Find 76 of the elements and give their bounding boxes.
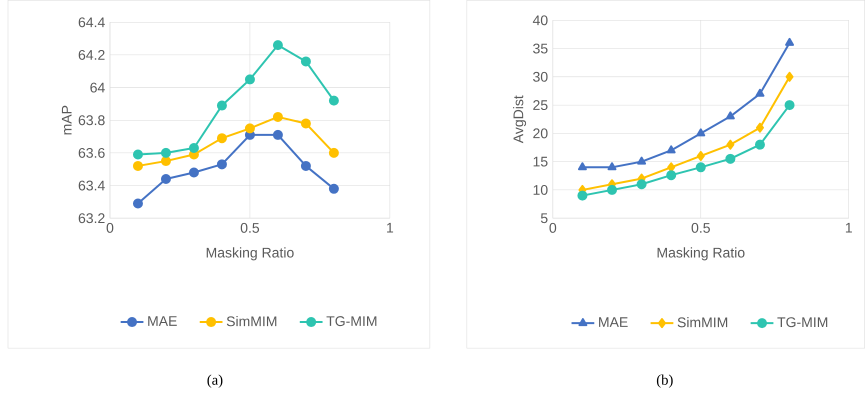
point (608, 162, 616, 170)
point (636, 179, 647, 190)
point (696, 162, 706, 172)
point (216, 159, 227, 170)
point (637, 156, 646, 165)
text: (b) (656, 374, 673, 388)
point (784, 100, 795, 110)
x-tick-label: 0 (106, 222, 114, 233)
y-tick-label: 10 (534, 184, 548, 195)
x-axis-title: Masking Ratio (658, 247, 745, 260)
x-axis-title: Masking Ratio (206, 247, 294, 260)
x-tick-label: 0.5 (240, 222, 260, 233)
legend-label: MAE (148, 316, 177, 326)
point (726, 111, 735, 120)
point (272, 130, 283, 140)
x-tick-label: 0.5 (692, 222, 710, 233)
point (188, 167, 199, 178)
point (577, 190, 588, 201)
point (328, 148, 339, 158)
legend-label: TG-MIM (326, 316, 376, 326)
point (785, 38, 794, 46)
point (216, 133, 227, 144)
y-tick-label: 15 (534, 156, 548, 166)
point (696, 128, 706, 136)
y-tick-label: 40 (532, 15, 548, 26)
text: (a) (207, 374, 222, 388)
y-tick-label: 20 (533, 128, 548, 138)
point (725, 154, 736, 164)
point (160, 148, 171, 158)
x-tick-label: 1 (846, 222, 852, 232)
point (300, 118, 311, 128)
point (160, 156, 171, 166)
y-tick-label: 63.4 (78, 180, 105, 190)
point (132, 149, 143, 160)
y-tick-label: 63.6 (78, 148, 105, 158)
point (132, 160, 143, 171)
point (607, 184, 618, 195)
y-tick-label: 30 (533, 72, 548, 82)
y-tick-label: 5 (540, 213, 548, 224)
y-tick-label: 35 (533, 44, 548, 54)
y-tick-label: 63.2 (78, 213, 105, 224)
y-tick-label: 63.8 (78, 115, 105, 126)
x-tick-label: 0 (549, 222, 556, 233)
point (272, 112, 283, 122)
y-tick-label: 64.4 (78, 17, 105, 28)
point (300, 56, 311, 66)
point (666, 145, 676, 154)
point (272, 40, 283, 50)
point (578, 162, 587, 170)
x-tick-label: 1 (387, 222, 394, 232)
point (244, 123, 255, 134)
point (754, 140, 765, 150)
point (726, 140, 734, 150)
point (328, 96, 339, 106)
point (216, 100, 227, 110)
point (300, 160, 311, 171)
y-tick-label: 64.2 (78, 50, 105, 60)
point (132, 198, 143, 208)
legend-label: SimMIM (678, 316, 728, 328)
legend-label: TG-MIM (777, 317, 828, 328)
point (696, 150, 705, 161)
legend-label: SimMIM (226, 316, 276, 326)
point (328, 184, 339, 194)
point (786, 72, 794, 82)
y-tick-label: 25 (533, 100, 548, 110)
y-tick-label: 64 (90, 82, 105, 92)
point (244, 74, 255, 84)
point (756, 88, 764, 97)
point (667, 162, 676, 172)
point (666, 170, 676, 180)
point (756, 122, 764, 133)
point (188, 142, 199, 153)
legend-label: MAE (599, 317, 628, 327)
y-axis-title: AvgDist (513, 95, 526, 144)
y-axis-title: mAP (62, 106, 72, 134)
point (160, 174, 171, 184)
